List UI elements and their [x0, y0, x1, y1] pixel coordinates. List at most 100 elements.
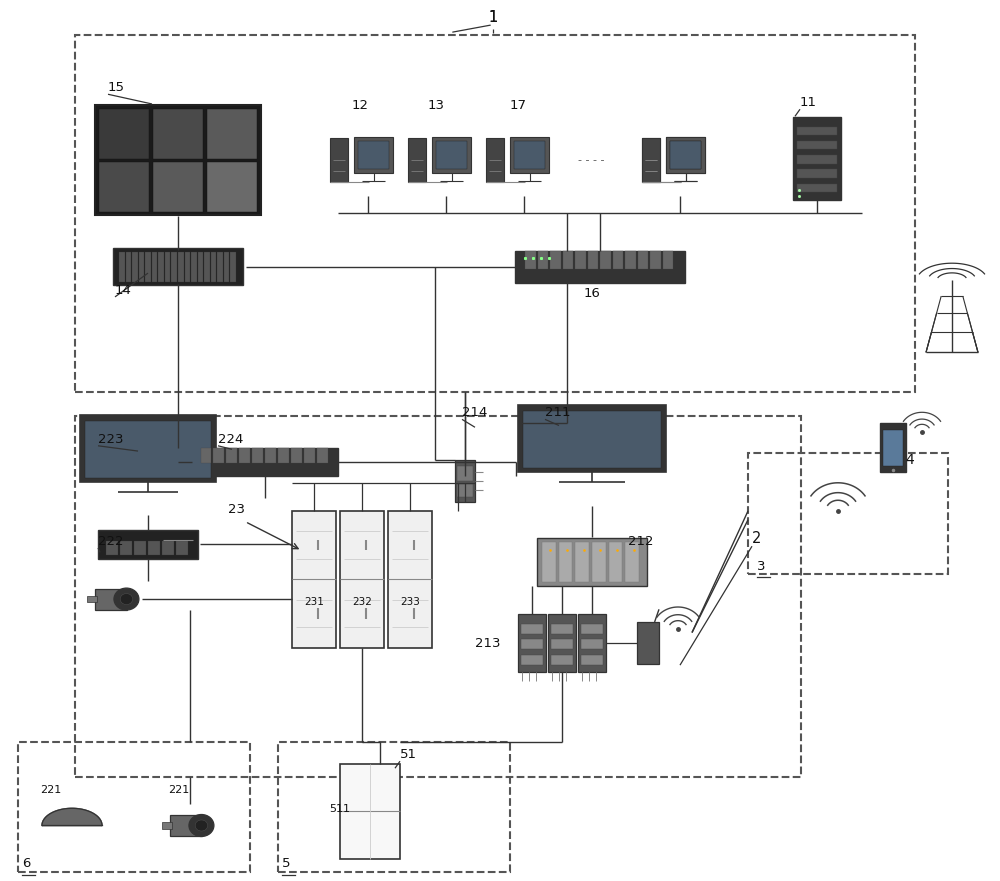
Text: 231: 231 — [304, 596, 324, 607]
Bar — [75, 35, 915, 392]
Text: 1: 1 — [488, 10, 498, 25]
Bar — [213, 448, 224, 463]
Bar — [388, 511, 432, 648]
Bar — [340, 511, 384, 648]
Bar — [165, 252, 170, 282]
Bar — [551, 639, 573, 649]
Bar — [162, 541, 174, 555]
Bar — [80, 415, 216, 482]
Bar — [663, 251, 673, 269]
Bar — [99, 162, 149, 212]
Circle shape — [114, 589, 139, 610]
Text: 211: 211 — [545, 406, 570, 419]
Text: 1: 1 — [488, 10, 498, 25]
Text: 4: 4 — [905, 453, 914, 467]
Text: 13: 13 — [428, 99, 445, 112]
Bar — [578, 615, 606, 671]
Text: 233: 233 — [400, 596, 420, 607]
Bar — [304, 448, 315, 463]
Text: 11: 11 — [800, 96, 817, 109]
Bar — [278, 742, 510, 872]
Bar — [588, 251, 598, 269]
Bar — [650, 251, 660, 269]
Bar — [354, 137, 393, 173]
Bar — [330, 138, 348, 182]
Text: 6: 6 — [22, 857, 30, 870]
Bar — [158, 252, 164, 282]
Text: 222: 222 — [98, 535, 124, 548]
Bar — [521, 639, 543, 649]
Bar — [537, 537, 647, 587]
Bar — [612, 251, 623, 269]
Bar — [18, 742, 250, 872]
Bar — [523, 411, 661, 469]
Bar — [211, 252, 216, 282]
Bar — [132, 252, 138, 282]
Bar — [797, 155, 837, 164]
Polygon shape — [42, 809, 102, 825]
Text: 221: 221 — [168, 785, 189, 795]
Bar — [457, 466, 473, 481]
Bar — [625, 543, 639, 582]
Text: 16: 16 — [584, 286, 601, 300]
Bar — [217, 252, 223, 282]
Bar — [457, 485, 473, 497]
Bar — [98, 530, 198, 559]
Bar — [178, 252, 184, 282]
Bar — [748, 453, 948, 574]
Text: 212: 212 — [628, 535, 654, 548]
Bar — [559, 543, 572, 582]
Bar — [120, 541, 132, 555]
Bar — [436, 141, 467, 169]
Bar — [538, 251, 548, 269]
Bar — [278, 448, 289, 463]
Bar — [191, 252, 197, 282]
Bar — [670, 141, 701, 169]
Bar — [562, 251, 573, 269]
Bar — [486, 138, 504, 182]
Text: - - - -: - - - - — [578, 155, 604, 166]
Bar — [170, 815, 202, 836]
Bar — [581, 624, 603, 634]
Text: 3: 3 — [757, 559, 766, 573]
Circle shape — [120, 594, 133, 604]
Bar — [638, 251, 648, 269]
Bar — [581, 639, 603, 649]
Bar — [510, 137, 549, 173]
Bar — [625, 251, 636, 269]
Polygon shape — [42, 809, 102, 825]
Bar — [550, 251, 560, 269]
Bar — [85, 421, 210, 478]
Bar — [139, 252, 144, 282]
Bar — [99, 109, 149, 159]
Bar — [880, 424, 906, 472]
Text: 214: 214 — [462, 406, 487, 419]
Bar — [198, 252, 203, 282]
Bar — [192, 448, 338, 476]
Bar — [666, 137, 705, 173]
Bar — [226, 448, 237, 463]
Text: 12: 12 — [352, 99, 369, 112]
Text: 14: 14 — [115, 284, 132, 297]
Bar — [252, 448, 263, 463]
Bar — [204, 252, 210, 282]
Bar — [518, 405, 666, 472]
Bar — [551, 624, 573, 634]
Bar — [575, 251, 586, 269]
Bar — [265, 448, 276, 463]
Bar — [670, 141, 701, 169]
Text: 5: 5 — [282, 857, 290, 870]
Bar — [185, 252, 190, 282]
Circle shape — [189, 815, 214, 836]
Bar — [575, 543, 589, 582]
Text: 232: 232 — [352, 596, 372, 607]
Bar — [642, 138, 660, 182]
Bar — [148, 541, 160, 555]
Text: 224: 224 — [218, 433, 243, 446]
Bar — [176, 541, 188, 555]
Bar — [106, 541, 118, 555]
Bar — [793, 117, 841, 201]
Bar — [162, 822, 172, 829]
Text: 511: 511 — [330, 804, 351, 814]
Text: 221: 221 — [40, 785, 61, 795]
